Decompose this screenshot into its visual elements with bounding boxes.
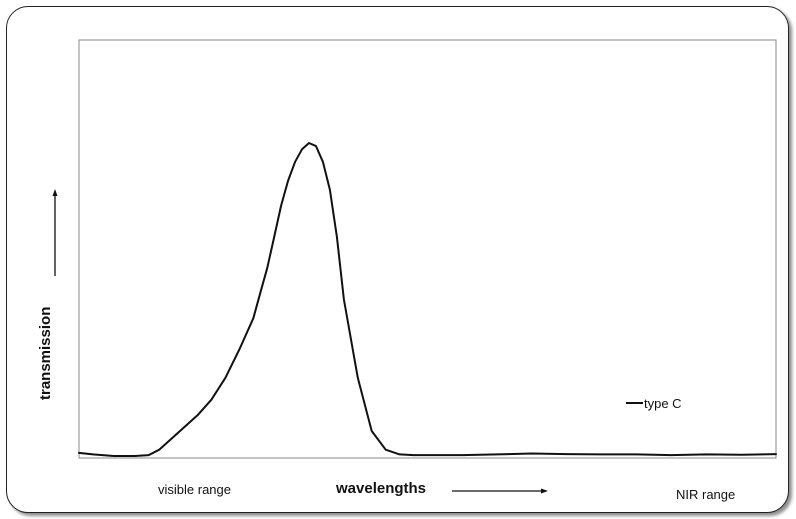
plot-area	[78, 39, 777, 459]
y-axis-title: transmission	[37, 306, 54, 400]
x-axis-title: wavelengths	[336, 480, 427, 497]
series-line-1	[78, 142, 777, 457]
x-axis-right-label: NIR range	[676, 487, 736, 502]
y-axis-arrow-head	[52, 189, 58, 196]
legend-entry-type-c: type C	[644, 396, 682, 411]
x-axis-arrow-head	[541, 488, 548, 494]
x-axis-left-label: visible range	[158, 482, 231, 497]
